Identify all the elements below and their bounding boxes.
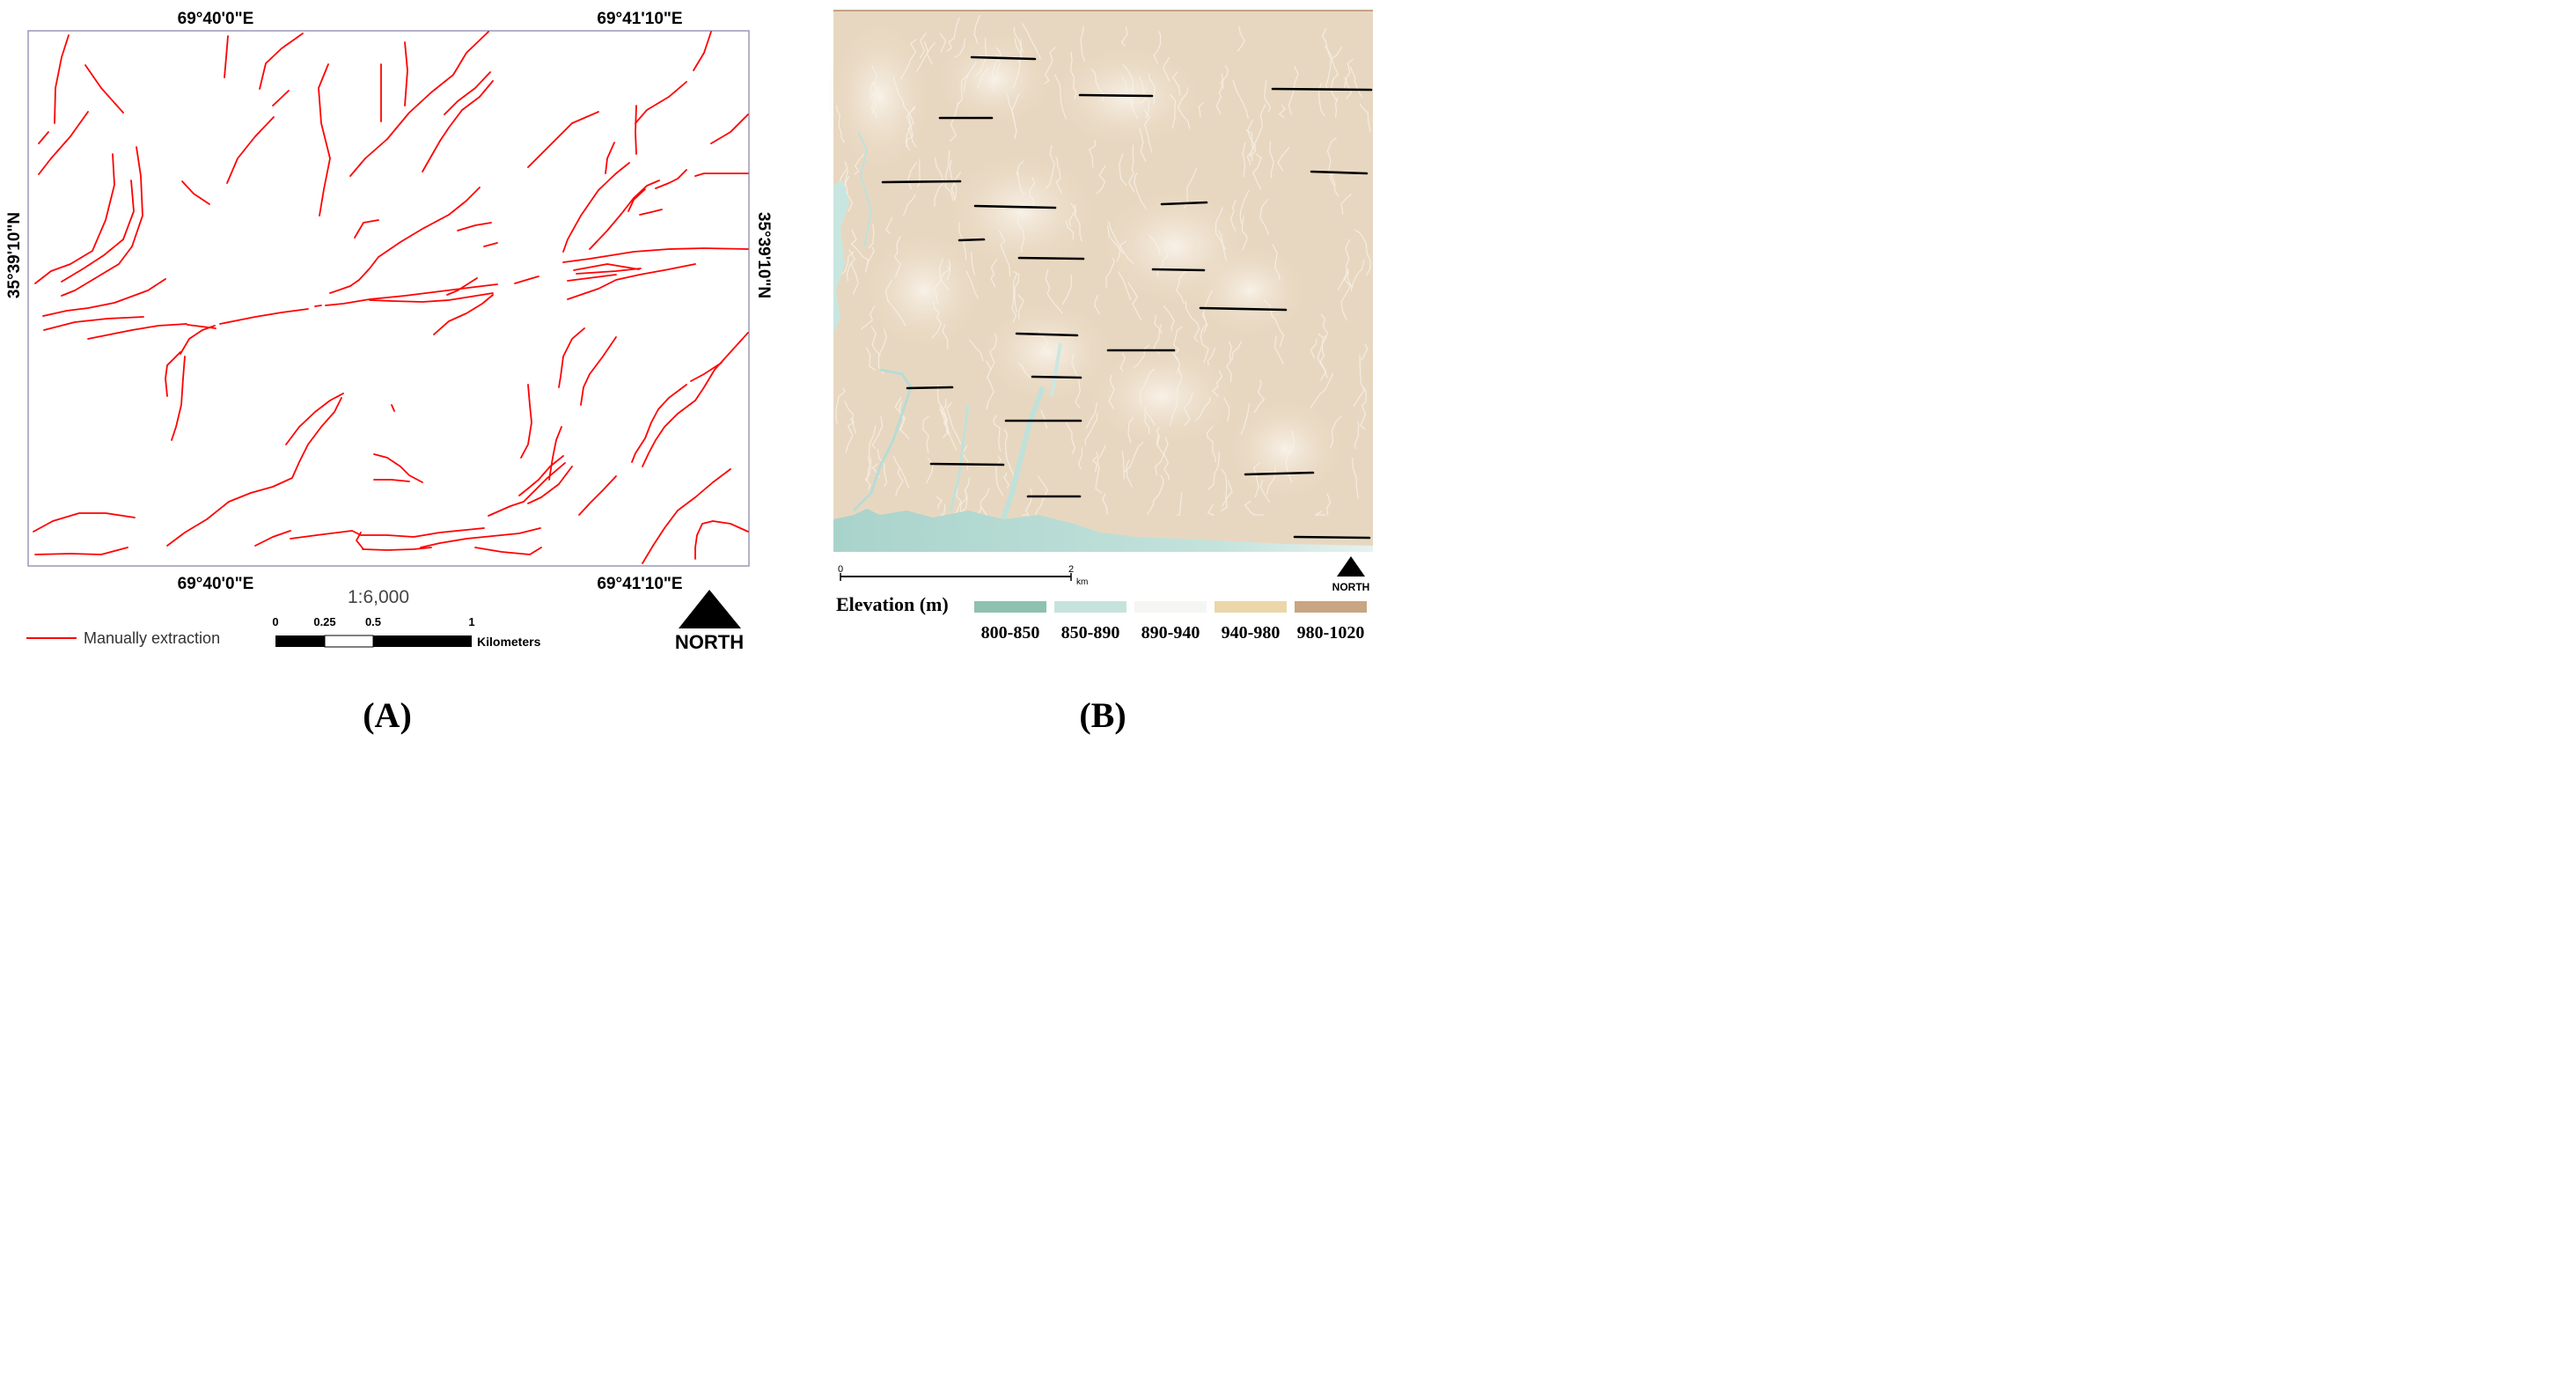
elevation-swatch	[1215, 601, 1287, 613]
lineaments-manual	[33, 31, 749, 564]
scalebar-b-tick: 2	[1068, 564, 1074, 575]
figure: 69°40'0"E 69°41'10"E 69°40'0"E 69°41'10"…	[5, 10, 1373, 735]
coord-top-right: 69°41'10"E	[597, 10, 682, 28]
scalebar-b-unit: km	[1076, 577, 1088, 587]
legend-title-elevation: Elevation (m)	[836, 593, 949, 615]
panel-a: 69°40'0"E 69°41'10"E 69°40'0"E 69°41'10"…	[5, 10, 773, 735]
elevation-swatch	[1054, 601, 1127, 613]
scalebar-b-tick: 0	[838, 564, 843, 575]
scalebar-tick-label: 0.5	[365, 615, 381, 628]
scale-ratio: 1:6,000	[348, 587, 409, 607]
elevation-class-label: 850-890	[1061, 623, 1120, 643]
coord-bottom-left: 69°40'0"E	[178, 575, 254, 593]
scalebar-tick-label: 1	[468, 615, 474, 628]
north-arrow-icon	[679, 590, 741, 628]
north-arrow-b: NORTH	[1332, 556, 1370, 593]
elevation-legend: 800-850 850-890 890-940 940-980 980-1020	[974, 601, 1367, 643]
north-label-a: NORTH	[675, 631, 744, 653]
coord-top-left: 69°40'0"E	[178, 10, 254, 28]
caption-b: (B)	[1079, 695, 1126, 735]
coord-left: 35°39'10"N	[5, 212, 24, 298]
elevation-class-label: 980-1020	[1297, 623, 1365, 643]
elevation-class-label: 890-940	[1141, 623, 1200, 643]
north-arrow-icon	[1337, 556, 1365, 577]
elevation-swatch	[1295, 601, 1367, 613]
elevation-swatch	[974, 601, 1046, 613]
scalebar-tick-label: 0	[272, 615, 278, 628]
north-label-b: NORTH	[1332, 581, 1370, 593]
elevation-swatch	[1134, 601, 1207, 613]
sea	[833, 509, 1373, 552]
lineaments-extracted	[881, 55, 1373, 540]
panel-b: 0 2 km NORTH Elevation (m) 800-850 850-89…	[827, 10, 1373, 735]
scalebar-b: 0 2 km	[838, 564, 1088, 587]
elevation-class-label: 940-980	[1222, 623, 1281, 643]
drainage-network	[835, 14, 1371, 516]
legend-label-manual: Manually extraction	[84, 629, 220, 647]
coord-bottom-right: 69°41'10"E	[597, 575, 682, 593]
scalebar-unit: Kilometers	[477, 635, 541, 649]
coord-right: 35°39'10"N	[754, 212, 773, 298]
scalebar-a: 0 0.25 0.5 1 Kilometers	[272, 615, 540, 649]
water-body	[833, 180, 849, 334]
scalebar-tick-label: 0.25	[313, 615, 335, 628]
caption-a: (A)	[363, 695, 412, 735]
map-a-frame	[27, 30, 750, 567]
elevation-class-label: 800-850	[981, 623, 1040, 643]
north-arrow-a: NORTH	[675, 590, 744, 653]
